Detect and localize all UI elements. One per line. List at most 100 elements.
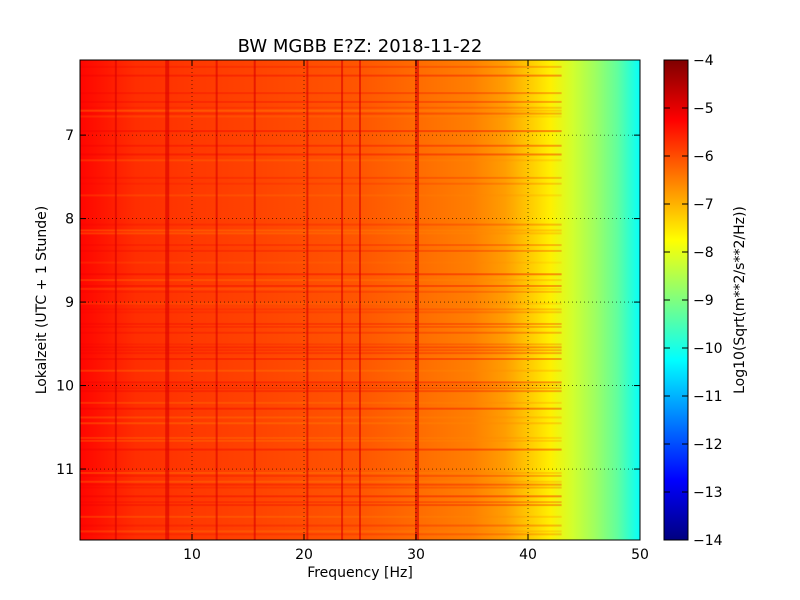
x-tick-label: 40 [519, 547, 537, 563]
time-band [80, 144, 562, 147]
time-band [80, 501, 562, 504]
colorbar-tick-label: −10 [693, 341, 723, 357]
time-band [80, 106, 562, 109]
spectral-line [341, 60, 344, 540]
time-band [80, 401, 562, 404]
spectrogram-stripes [80, 65, 562, 536]
time-band [80, 290, 562, 293]
colorbar: −4 −5 −6 −7 −8 −9 −10 −11 −12 −13 −14 Log10(Sqrt(m… [663, 53, 748, 549]
time-band [80, 115, 562, 118]
time-band [80, 194, 562, 197]
time-band [80, 311, 562, 314]
time-band [80, 182, 562, 185]
colorbar-tick-label: −5 [693, 101, 714, 117]
x-tick-label: 30 [407, 547, 425, 563]
time-band [80, 439, 562, 442]
y-tick-label: 10 [56, 379, 74, 395]
spectral-line [359, 60, 361, 540]
time-band [80, 176, 562, 179]
spectral-line [114, 60, 117, 540]
y-axis-ticks: 7 8 9 10 11 [56, 128, 640, 478]
time-band [80, 244, 562, 247]
time-band [80, 381, 562, 384]
plot-frame [79, 59, 641, 541]
plot-area: 10 20 30 40 50 7 8 9 10 11 [56, 59, 649, 563]
time-band [80, 109, 562, 112]
y-tick-label: 8 [65, 212, 74, 228]
time-band [80, 284, 562, 287]
chart-title: BW MGBB E?Z: 2018-11-22 [238, 36, 483, 57]
time-band [80, 533, 562, 536]
spectral-line [253, 60, 256, 540]
spectral-line [415, 60, 419, 540]
colorbar-tick-label: −6 [693, 149, 714, 165]
time-band [80, 325, 562, 328]
time-band [80, 322, 562, 325]
time-band [80, 416, 562, 419]
time-band [80, 287, 562, 290]
y-tick-label: 11 [56, 462, 74, 478]
spectral-lines [114, 60, 419, 540]
time-band [80, 436, 562, 439]
time-band [80, 352, 562, 355]
colorbar-tick-label: −8 [693, 245, 714, 261]
time-band [80, 308, 562, 311]
time-band [80, 407, 562, 410]
time-band [80, 112, 562, 115]
x-tick-label: 50 [631, 547, 649, 563]
spectral-line [165, 60, 170, 540]
time-band [80, 483, 562, 486]
time-band [80, 65, 562, 68]
time-band [80, 486, 562, 489]
time-band [80, 524, 562, 527]
time-band [80, 229, 562, 232]
time-band [80, 369, 562, 372]
time-band [80, 92, 562, 95]
colorbar-ticks: −4 −5 −6 −7 −8 −9 −10 −11 −12 −13 −14 [664, 53, 723, 549]
time-band [80, 279, 562, 282]
colorbar-tick-label: −13 [693, 485, 723, 501]
spectral-line [215, 60, 218, 540]
time-band [80, 346, 562, 349]
colorbar-label: Log10(Sqrt(m**2/s**2/Hz)) [732, 206, 748, 394]
time-band [80, 504, 562, 507]
time-band [80, 273, 562, 276]
colorbar-tick-label: −7 [693, 197, 714, 213]
spectral-line [306, 60, 309, 540]
time-band [80, 480, 562, 483]
x-axis-label: Frequency [Hz] [307, 565, 413, 581]
colorbar-tick-label: −9 [693, 293, 714, 309]
time-band [80, 261, 562, 264]
colorbar-tick-label: −14 [693, 533, 723, 549]
grid-lines [80, 60, 640, 540]
time-band [80, 390, 562, 393]
time-band [80, 448, 562, 451]
time-band [80, 530, 562, 533]
time-band [80, 495, 562, 498]
time-band [80, 153, 562, 156]
time-band [80, 249, 562, 252]
time-band [80, 302, 562, 305]
y-tick-label: 9 [65, 295, 74, 311]
x-tick-label: 10 [183, 547, 201, 563]
time-band [80, 387, 562, 390]
time-band [80, 74, 562, 77]
time-band [80, 159, 562, 162]
y-tick-label: 7 [65, 128, 74, 144]
x-axis-ticks: 10 20 30 40 50 [183, 60, 649, 563]
time-band [80, 223, 562, 226]
time-band [80, 100, 562, 103]
y-axis-label: Lokalzeit (UTC + 1 Stunde) [34, 206, 50, 395]
time-band [80, 130, 562, 133]
time-band [80, 343, 562, 346]
time-band [80, 331, 562, 334]
time-band [80, 471, 562, 474]
colorbar-tick-label: −4 [693, 53, 714, 69]
colorbar-tick-label: −11 [693, 389, 723, 405]
time-band [80, 422, 562, 425]
time-band [80, 515, 562, 518]
time-band [80, 349, 562, 352]
x-tick-label: 20 [295, 547, 313, 563]
time-band [80, 232, 562, 235]
